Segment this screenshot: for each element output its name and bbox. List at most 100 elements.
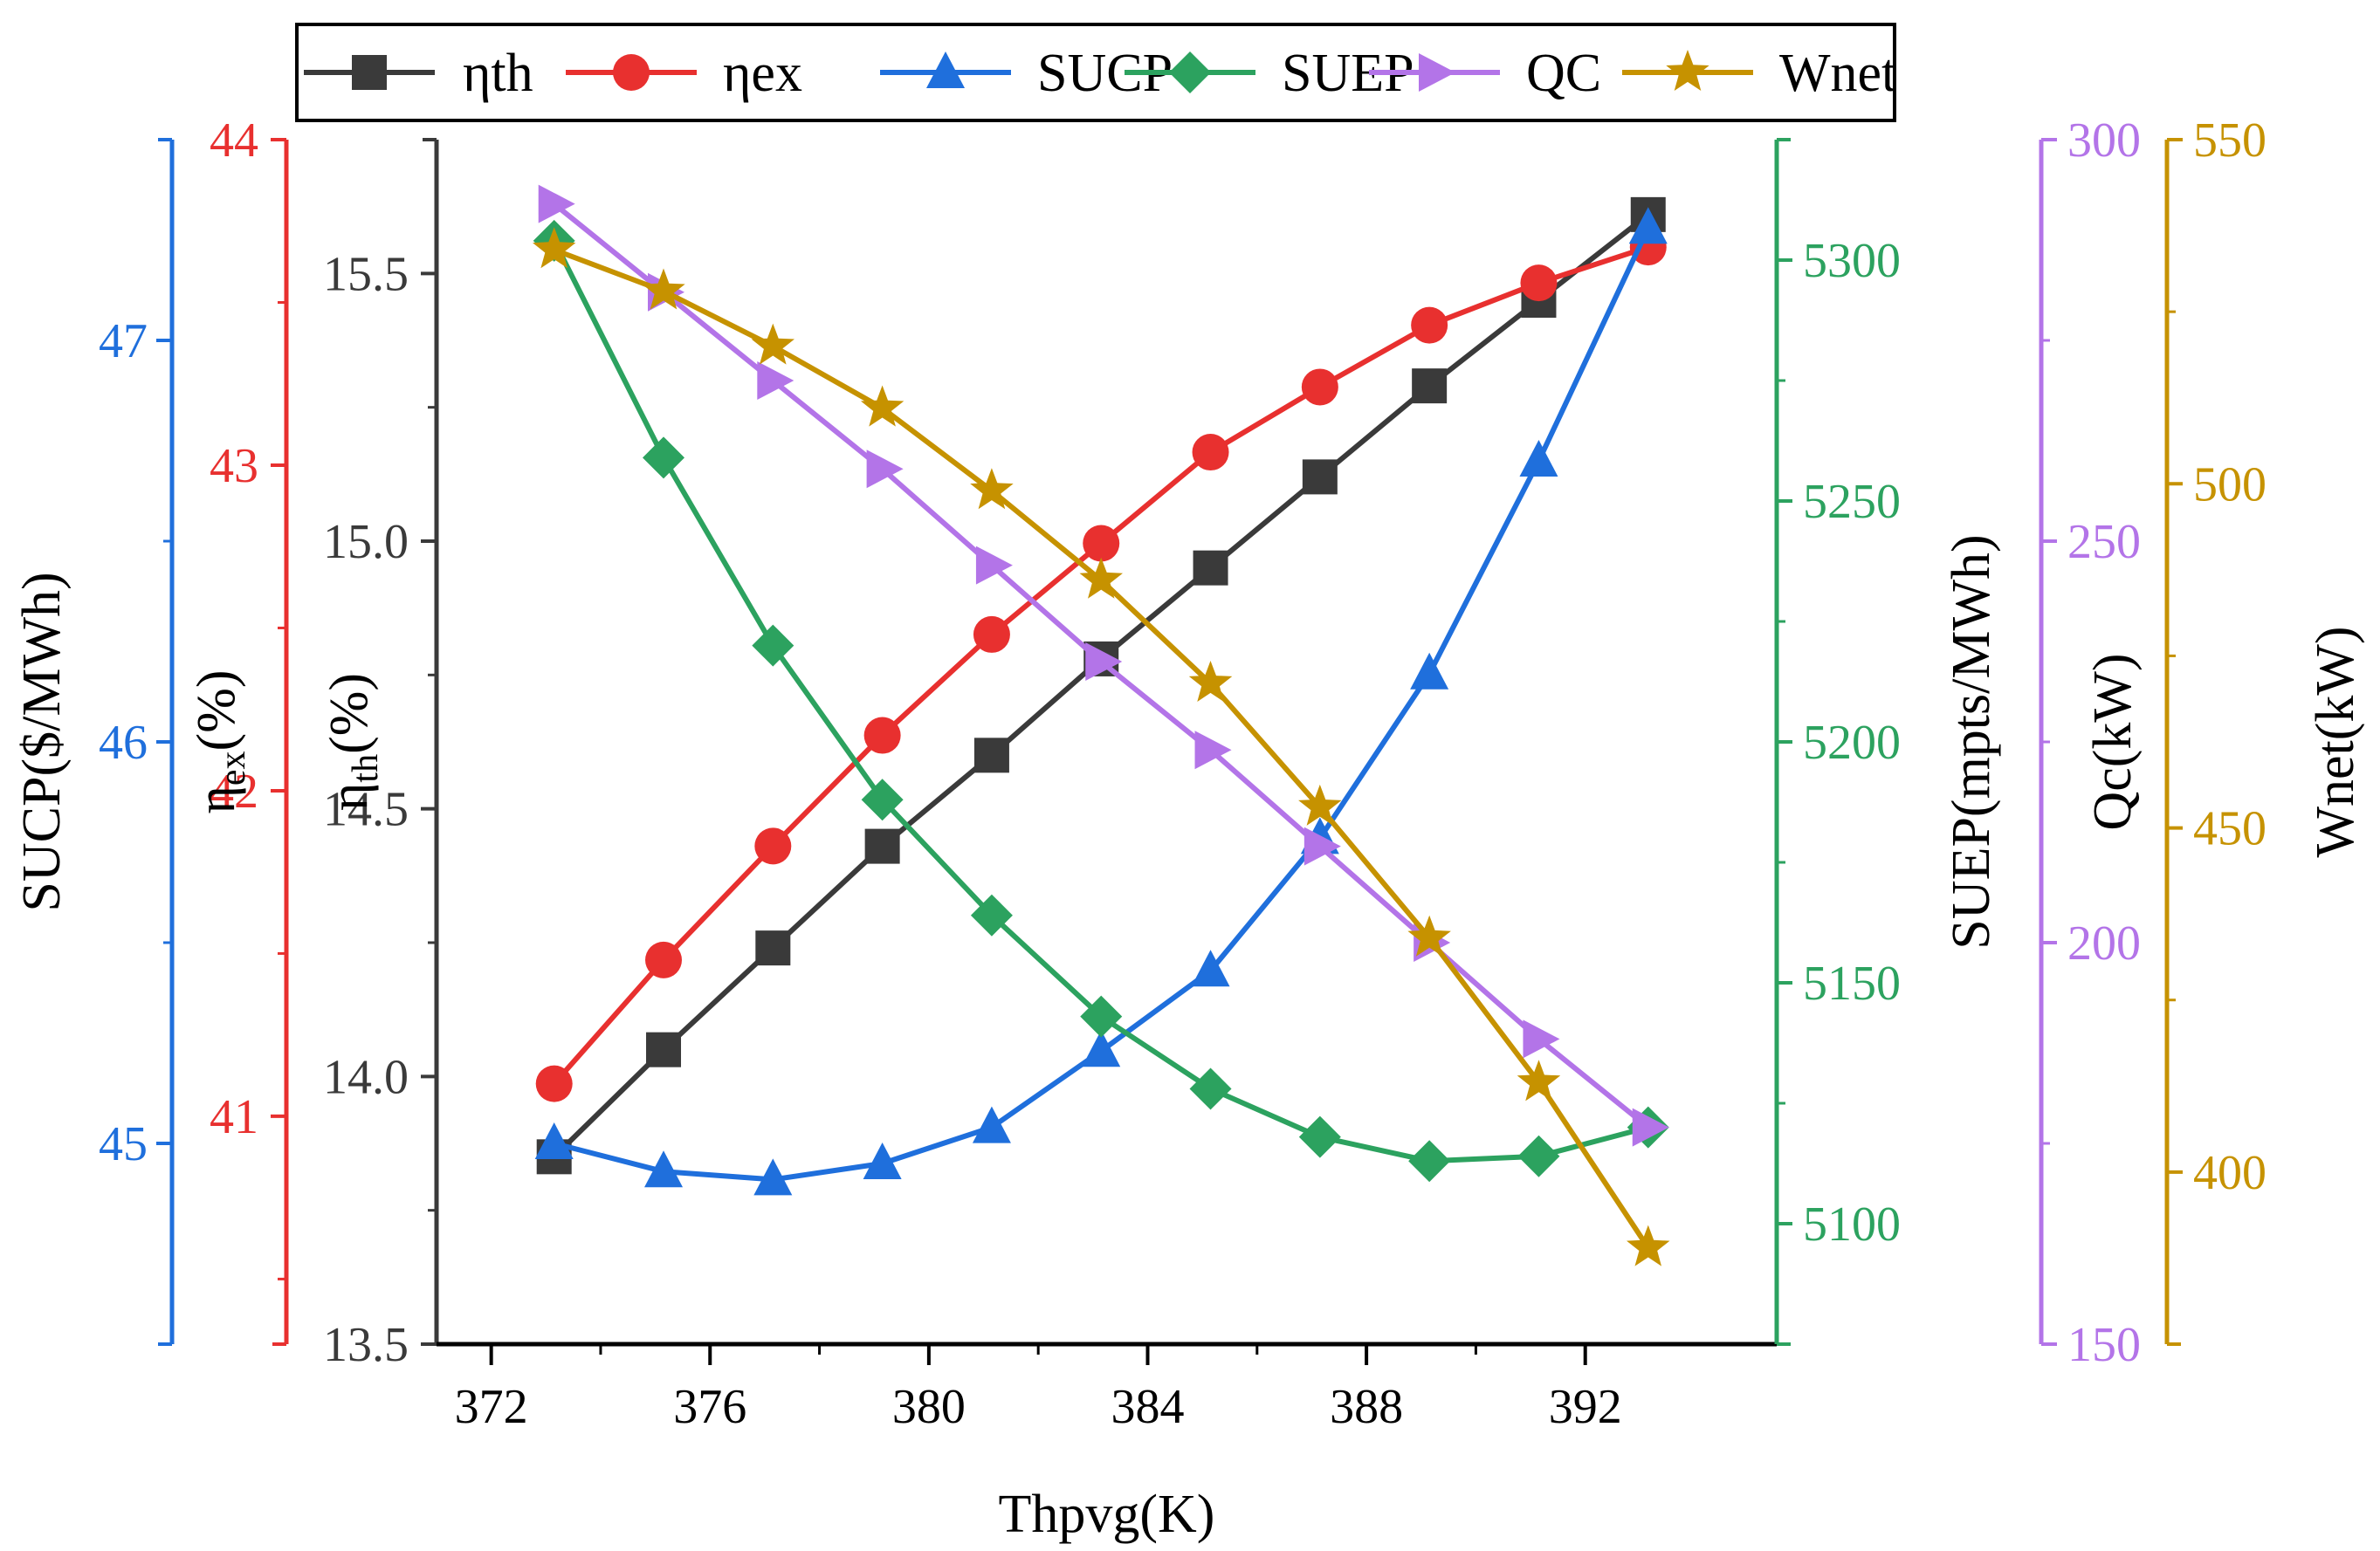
data-point-eta_th xyxy=(755,930,791,966)
x-tick-label: 376 xyxy=(673,1380,746,1434)
eta_th-axis-title-main: η xyxy=(320,783,379,811)
eta_ex-tick-label: 44 xyxy=(210,113,258,168)
data-point-sucp xyxy=(753,1158,793,1196)
data-point-eta_th xyxy=(1193,550,1228,586)
suep-tick-label: 5150 xyxy=(1803,957,1901,1011)
legend-marker xyxy=(1169,51,1211,93)
x-tick-label: 380 xyxy=(892,1380,966,1434)
legend-marker xyxy=(352,55,387,90)
data-point-qc xyxy=(1523,1019,1560,1059)
data-point-eta_ex xyxy=(973,615,1010,653)
legend-label: Wnet xyxy=(1779,44,1896,103)
qc-tick-label: 150 xyxy=(2067,1318,2141,1372)
x-tick-label: 384 xyxy=(1111,1380,1184,1434)
data-point-eta_th xyxy=(1302,459,1338,495)
data-point-qc xyxy=(538,184,575,223)
data-point-wnet xyxy=(751,323,794,365)
data-point-eta_th xyxy=(973,738,1009,773)
data-point-eta_ex xyxy=(1301,368,1338,406)
data-point-wnet xyxy=(970,468,1014,510)
series-sucp xyxy=(534,207,1668,1196)
suep-tick-label: 5200 xyxy=(1803,716,1901,770)
data-point-qc xyxy=(757,361,794,400)
eta_th-tick-label: 14.5 xyxy=(323,783,409,837)
eta_ex-tick-label: 42 xyxy=(210,765,258,819)
legend-label: ηex xyxy=(723,44,802,103)
eta_th-tick-label: 13.5 xyxy=(323,1318,409,1372)
suep-tick-label: 5300 xyxy=(1803,234,1901,288)
series-layer xyxy=(533,184,1670,1266)
wnet-tick-label: 500 xyxy=(2193,457,2267,511)
x-tick-label: 372 xyxy=(455,1380,528,1434)
data-point-wnet xyxy=(533,227,576,269)
data-point-qc xyxy=(1303,827,1341,866)
x-tick-label: 388 xyxy=(1330,1380,1403,1434)
eta_th-axis-title: ηth(%) xyxy=(320,673,386,811)
data-point-eta_ex xyxy=(754,827,792,865)
wnet-tick-label: 400 xyxy=(2193,1146,2267,1200)
sucp-axis-title: SUCP($/MWh) xyxy=(12,572,72,911)
data-point-suep xyxy=(1298,1115,1341,1158)
wnet-tick-label: 450 xyxy=(2193,802,2267,856)
suep-axis-title: SUEP(mpts/MWh) xyxy=(1942,534,2001,949)
eta_ex-tick-label: 41 xyxy=(210,1090,258,1144)
legend-marker xyxy=(1419,53,1455,92)
data-point-sucp xyxy=(644,1150,684,1188)
data-point-wnet xyxy=(860,385,905,427)
eta_th-tick-label: 15.5 xyxy=(323,247,409,301)
data-point-qc xyxy=(1632,1108,1669,1147)
sucp-tick-label: 47 xyxy=(99,314,148,368)
data-point-wnet xyxy=(1407,915,1451,957)
eta_th-axis-title-tail: (%) xyxy=(320,673,379,754)
data-point-eta_ex xyxy=(645,941,683,978)
series-line-wnet xyxy=(553,247,1651,1250)
x-axis-title: Thpvg(K) xyxy=(999,1485,1215,1544)
legend-label: ηth xyxy=(463,44,533,103)
data-point-wnet xyxy=(1627,1225,1670,1266)
data-point-qc xyxy=(1085,642,1123,681)
qc-axis-title: Qc(kW) xyxy=(2083,653,2143,830)
data-point-suep xyxy=(643,436,685,479)
legend-marker xyxy=(613,54,650,91)
data-point-suep xyxy=(752,624,794,667)
eta_th-axis-title-sub: th xyxy=(346,754,386,783)
data-point-suep xyxy=(1517,1135,1560,1177)
eta_ex-axis-title-main: η xyxy=(187,786,246,813)
data-point-suep xyxy=(861,779,904,821)
qc-tick-label: 250 xyxy=(2067,515,2141,569)
eta_ex-axis-title: ηex(%) xyxy=(187,669,253,813)
sucp-tick-label: 46 xyxy=(99,716,148,770)
wnet-tick-label: 550 xyxy=(2193,113,2267,168)
eta_ex-axis-title-sub: ex xyxy=(213,751,253,786)
data-point-sucp xyxy=(1519,440,1558,477)
data-point-sucp xyxy=(1082,1030,1121,1067)
wnet-axis-title: Wnet(kW) xyxy=(2306,626,2365,857)
data-point-suep xyxy=(1080,995,1123,1038)
legend-marker xyxy=(1666,50,1709,91)
data-point-eta_ex xyxy=(535,1065,573,1102)
data-point-eta_ex xyxy=(1192,434,1229,471)
eta_ex-axis-title-tail: (%) xyxy=(187,669,246,751)
data-point-sucp xyxy=(972,1106,1011,1143)
eta_ex-tick-label: 43 xyxy=(210,439,258,493)
x-tick-label: 392 xyxy=(1549,1380,1622,1434)
data-point-wnet xyxy=(1298,784,1342,826)
suep-tick-label: 5100 xyxy=(1803,1198,1901,1252)
data-point-qc xyxy=(1194,731,1232,770)
legend-label: QC xyxy=(1526,44,1601,103)
data-point-wnet xyxy=(1517,1060,1561,1101)
axes-layer: 372 376 380 384 388 392 Thpvg(K) 45 46 47 SUCP($/M… xyxy=(12,113,2365,1544)
data-point-suep xyxy=(1408,1140,1451,1183)
data-point-sucp xyxy=(863,1143,902,1179)
data-point-eta_ex xyxy=(1411,306,1448,344)
sucp-tick-label: 45 xyxy=(99,1117,148,1171)
data-point-eta_ex xyxy=(1520,264,1558,302)
data-point-qc xyxy=(866,450,904,489)
data-point-eta_th xyxy=(1412,368,1448,404)
data-point-eta_ex xyxy=(1083,525,1120,562)
data-point-sucp xyxy=(1191,950,1230,987)
qc-tick-label: 300 xyxy=(2067,113,2141,168)
series-wnet xyxy=(533,227,1670,1266)
data-point-suep xyxy=(970,894,1013,937)
